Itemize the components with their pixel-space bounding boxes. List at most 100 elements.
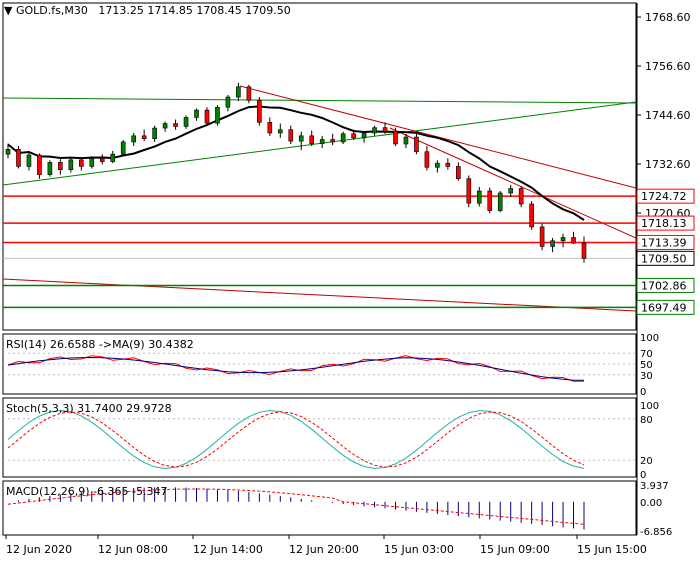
ohlc-values: 1713.25 1714.85 1708.45 1709.50 [98, 4, 291, 17]
candle-body [173, 123, 178, 127]
symbol-header: ▼ GOLD.fs,M30 1713.25 1714.85 1708.45 17… [4, 4, 291, 17]
price-tick-label: 1756.60 [645, 60, 691, 73]
candle-body [539, 226, 545, 247]
time-tick-label: 12 Jun 14:00 [193, 543, 263, 556]
level-tag-label: 1702.86 [641, 279, 687, 292]
candle-body [79, 159, 84, 167]
candle-body [99, 157, 105, 162]
price-tick-label: 1732.60 [645, 158, 691, 171]
macd-label: MACD(12,26,9) -6.365 -5.347 [6, 485, 168, 498]
candle-body [5, 149, 11, 155]
stoch-d-line [7, 411, 585, 468]
candle-body [68, 159, 74, 171]
candle-body [58, 162, 63, 171]
candle-body [246, 86, 252, 101]
level-tag-box [636, 188, 695, 204]
candle-body [361, 132, 367, 139]
rsi-tick-label: 50 [640, 360, 653, 371]
candle-body [204, 109, 210, 124]
candle-body [110, 153, 116, 162]
horizontal-trendline-green [2, 97, 637, 104]
moving-average-line [7, 105, 585, 221]
current-price-label: 1709.50 [641, 252, 687, 265]
stoch-tick-label: 0 [640, 470, 646, 481]
candle-body [529, 203, 534, 228]
macd-tick-label: 0.00 [640, 498, 662, 509]
level-tag-label: 1718.13 [641, 217, 687, 230]
macd-tick-label: -6.856 [640, 527, 672, 538]
rsi-tick-label: 100 [640, 333, 659, 344]
candle-body [456, 166, 461, 179]
level-tag-box [636, 215, 695, 231]
rsi-ma-line [7, 356, 584, 381]
candle-body [518, 188, 524, 205]
candle-body [476, 190, 482, 204]
candle-body [340, 133, 346, 143]
candle-body [89, 157, 95, 167]
stoch-tick-label: 20 [640, 456, 653, 467]
falling-trendline-red-steep [389, 127, 637, 239]
level-tag-box [636, 299, 695, 315]
candle-body [37, 154, 42, 175]
candle-body [267, 122, 273, 134]
candle-body [131, 135, 136, 143]
candle-body [215, 106, 220, 124]
candle-body [445, 162, 451, 167]
candle-body [487, 190, 493, 211]
main-pane [2, 2, 637, 331]
rsi-tick-label: 0 [640, 387, 646, 398]
candle-body [152, 127, 157, 139]
candle-body [351, 133, 356, 139]
candle-body [330, 139, 335, 143]
stoch-pane [2, 397, 637, 478]
level-tag-box [636, 234, 695, 250]
stoch-tick-label: 80 [640, 415, 653, 426]
current-price-tag-box [636, 250, 695, 266]
macd-pane [2, 480, 637, 536]
rsi-tick-label: 70 [640, 349, 653, 360]
candle-body [194, 109, 199, 118]
candle-body [236, 86, 241, 98]
candle-body [508, 188, 513, 194]
candle-body [309, 135, 315, 144]
candle-body [382, 127, 388, 132]
stoch-k-line [7, 409, 585, 470]
macd-tick-label: 3.937 [640, 481, 669, 492]
candle-body [466, 178, 472, 204]
candle-body [424, 151, 430, 168]
time-tick-label: 12 Jun 20:00 [289, 543, 359, 556]
level-tag-label: 1724.72 [641, 190, 687, 203]
candle-body [393, 131, 398, 145]
candle-body [16, 149, 21, 167]
candle-body [372, 127, 377, 134]
candle-body [319, 139, 325, 144]
candle-body [435, 162, 440, 168]
time-tick-label: 12 Jun 2020 [6, 543, 72, 556]
candle-body [277, 129, 283, 134]
lower-trendline-red [2, 278, 637, 312]
candle-body [298, 135, 304, 142]
candle-body [550, 240, 555, 247]
candle-body [571, 237, 576, 244]
macd-signal-line [7, 488, 585, 525]
candle-body [26, 154, 32, 167]
collapse-triangle-icon[interactable]: ▼ [4, 4, 13, 17]
candle-body [141, 135, 147, 139]
candle-body [257, 100, 262, 123]
level-tag-label: 1713.39 [641, 236, 687, 249]
candle-body [581, 242, 587, 259]
candle-body [497, 192, 503, 211]
stoch-label: Stoch(5,3,3) 31.7400 29.9728 [6, 402, 172, 415]
level-tag-box [636, 277, 695, 293]
candle-body [403, 136, 409, 145]
candle-body [225, 96, 231, 108]
rsi-tick-label: 30 [640, 371, 653, 382]
candle-body [162, 123, 168, 129]
rsi-label: RSI(14) 26.6588 ->MA(9) 30.4382 [6, 338, 194, 351]
candle-body [560, 237, 566, 242]
price-tick-label: 1768.60 [645, 11, 691, 24]
time-tick-label: 15 Jun 03:00 [384, 543, 454, 556]
candle-body [47, 162, 53, 175]
